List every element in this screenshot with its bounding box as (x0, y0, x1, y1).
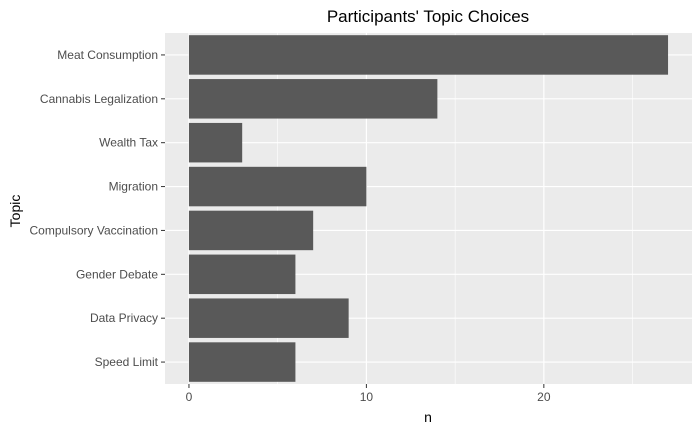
y-tick-label: Speed Limit (95, 355, 159, 369)
axes: Meat Consumption Cannabis Legalization Wea… (29, 48, 550, 404)
x-tick-label: 0 (186, 390, 193, 404)
y-axis-title: Topic (7, 195, 23, 228)
bar-cannabis-legalization (188, 79, 438, 119)
y-tick-label: Gender Debate (76, 267, 158, 281)
bar-gender-debate (188, 254, 296, 295)
x-tick-label: 10 (360, 390, 374, 404)
chart-title: Participants' Topic Choices (327, 7, 529, 26)
y-tick-label: Data Privacy (90, 311, 158, 325)
y-tick-label: Meat Consumption (57, 48, 158, 62)
bar-meat-consumption (188, 35, 669, 75)
x-axis-title: n (424, 409, 432, 425)
bar-speed-limit (188, 342, 296, 382)
bar-wealth-tax (188, 122, 243, 163)
bar-compulsory-vaccination (188, 210, 314, 251)
x-tick-label: 20 (537, 390, 551, 404)
y-tick-label: Compulsory Vaccination (29, 223, 158, 237)
bar-migration (188, 166, 367, 207)
bar-data-privacy (188, 298, 349, 338)
y-tick-label: Migration (109, 180, 158, 194)
y-tick-label: Wealth Tax (99, 136, 158, 150)
bars (188, 35, 669, 382)
y-tick-label: Cannabis Legalization (40, 92, 158, 106)
